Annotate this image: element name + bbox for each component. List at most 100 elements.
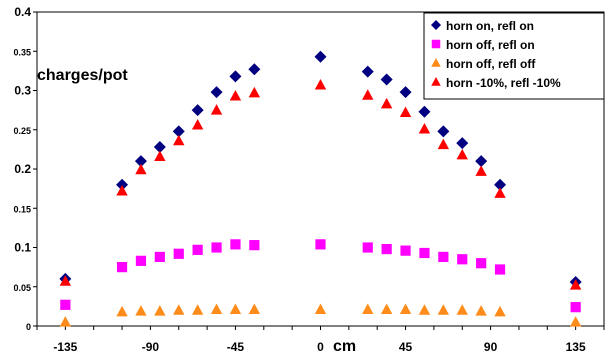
data-point: [570, 302, 581, 313]
data-point: [135, 305, 147, 316]
data-point: [248, 86, 261, 98]
x-tick-label: -135: [53, 340, 77, 354]
y-tick-label: 0: [26, 322, 31, 332]
data-point: [418, 105, 431, 118]
data-point: [457, 254, 468, 265]
data-point: [135, 163, 147, 175]
data-point: [154, 150, 166, 161]
x-tick-label: -45: [227, 340, 245, 354]
data-point: [475, 165, 487, 176]
data-point: [249, 240, 260, 251]
data-point: [437, 138, 450, 150]
data-point: [494, 264, 506, 275]
data-point: [210, 303, 223, 315]
data-point: [494, 187, 506, 198]
legend-box: [423, 12, 605, 100]
data-point: [399, 106, 412, 117]
x-tick-label: 45: [399, 340, 413, 354]
y-tick-label: 0.3: [14, 84, 31, 98]
data-point: [314, 303, 327, 315]
x-tick-label: 135: [566, 340, 586, 354]
y-axis-label: charges/pot: [37, 67, 128, 84]
legend-label: horn off, refl on: [446, 38, 535, 52]
data-point: [456, 148, 468, 160]
data-point: [173, 134, 185, 146]
legend-label: horn -10%, refl -10%: [446, 76, 561, 90]
y-tick-label: 0.1: [14, 241, 31, 255]
x-tick-label: 0: [317, 340, 324, 354]
data-point: [154, 305, 166, 316]
data-point: [248, 303, 261, 315]
data-point: [456, 137, 469, 150]
data-point: [569, 316, 582, 327]
data-point: [153, 141, 166, 154]
data-point: [475, 305, 487, 316]
data-point: [418, 122, 431, 134]
data-point: [381, 243, 392, 255]
data-point: [229, 303, 242, 315]
data-point: [191, 304, 204, 315]
x-tick-label: 90: [484, 340, 498, 354]
y-tick-label: 0.15: [13, 204, 31, 214]
data-point: [229, 89, 242, 101]
data-point: [361, 65, 374, 78]
legend-label: horn off, refl off: [446, 57, 536, 71]
data-point: [135, 255, 147, 266]
x-axis-label: cm: [333, 338, 356, 355]
data-point: [192, 244, 203, 255]
legend-marker: [431, 77, 441, 86]
data-point: [154, 251, 165, 263]
data-point: [494, 178, 507, 191]
y-tick-label: 0.2: [14, 162, 31, 176]
data-point: [362, 242, 373, 253]
data-point: [315, 239, 326, 250]
y-tick-label: 0.35: [13, 47, 31, 57]
legend-marker: [431, 39, 441, 49]
y-tick-label: 0.05: [13, 283, 31, 293]
data-point: [191, 119, 204, 130]
data-point: [314, 79, 327, 90]
data-point: [116, 305, 128, 317]
legend-marker: [431, 58, 441, 67]
data-point: [59, 275, 72, 286]
data-point: [229, 70, 242, 83]
plot-area: 0 0.05 0.1 0.15 0.2 0.25 0.3 0.35 0.4 -135 -90 -45 0…: [13, 5, 605, 354]
data-point: [569, 279, 582, 290]
data-point: [476, 258, 487, 269]
data-point: [437, 125, 450, 138]
data-point: [59, 316, 72, 327]
data-point: [173, 304, 185, 315]
data-point: [475, 155, 488, 168]
data-point: [172, 125, 185, 138]
data-point: [438, 251, 449, 263]
data-point: [60, 299, 71, 310]
data-point: [116, 262, 128, 273]
data-point: [437, 304, 450, 315]
data-point: [173, 248, 184, 259]
data-point: [116, 184, 128, 196]
data-point: [494, 305, 506, 317]
data-point: [230, 239, 241, 250]
data-point: [211, 242, 222, 253]
data-point: [362, 303, 374, 315]
data-point: [418, 304, 431, 315]
data-point: [380, 97, 393, 109]
data-point: [191, 104, 204, 117]
data-point: [116, 178, 129, 191]
data-point: [400, 245, 411, 256]
data-point: [399, 86, 412, 99]
data-point: [399, 303, 412, 315]
data-point: [210, 104, 223, 115]
y-tick-label: 0.25: [13, 126, 31, 136]
data-point: [456, 304, 468, 315]
data-point: [314, 50, 327, 63]
data-point: [134, 155, 147, 168]
legend-marker: [431, 20, 441, 30]
data-point: [380, 73, 393, 86]
data-point: [380, 303, 393, 315]
data-point: [362, 89, 374, 100]
data-point: [419, 247, 430, 259]
legend-label: horn on, refl on: [446, 19, 534, 33]
